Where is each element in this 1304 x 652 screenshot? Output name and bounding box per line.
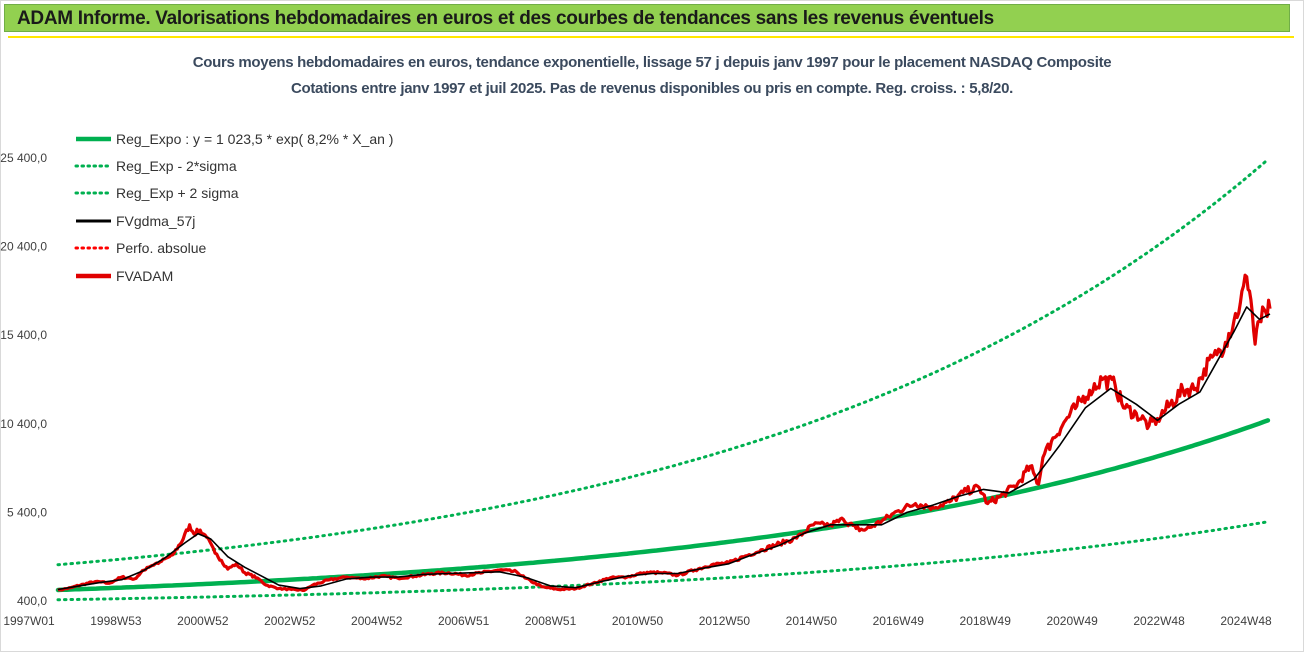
x-tick-label: 2018W49 bbox=[960, 614, 1012, 628]
legend-label: FVgdma_57j bbox=[116, 213, 195, 229]
y-tick-label: 20 400,0 bbox=[0, 240, 47, 254]
y-axis-ticks: 400,0 5 400,0 10 400,0 15 400,0 20 400,0 25 4… bbox=[0, 151, 47, 608]
y-tick-label: 15 400,0 bbox=[0, 328, 47, 342]
x-tick-label: 2016W49 bbox=[873, 614, 925, 628]
chart-subtitle: Cotations entre janv 1997 et juil 2025. … bbox=[290, 80, 1014, 97]
banner-accent-line bbox=[8, 36, 1294, 38]
legend-label: FVADAM bbox=[116, 268, 173, 284]
legend: Reg_Expo : y = 1 023,5 * exp( 8,2% * X_a… bbox=[74, 131, 393, 284]
x-axis-ticks: 1997W01 1998W53 2000W52 2002W52 2004W52 2006W… bbox=[3, 614, 1272, 628]
x-tick-label: 2012W50 bbox=[699, 614, 751, 628]
x-tick-label: 2004W52 bbox=[351, 614, 403, 628]
banner-title: ADAM Informe. Valorisations hebdomadaire… bbox=[4, 4, 1290, 32]
x-tick-label: 2022W48 bbox=[1133, 614, 1185, 628]
x-tick-label: 2006W51 bbox=[438, 614, 490, 628]
series-reg-exp-plus-2sigma bbox=[56, 158, 1270, 567]
x-tick-label: 2008W51 bbox=[525, 614, 577, 628]
series-reg-exp-minus-2sigma bbox=[56, 520, 1270, 602]
series-fvgdma-57j bbox=[57, 306, 1271, 591]
series-fvadam bbox=[57, 273, 1272, 592]
x-tick-label: 2002W52 bbox=[264, 614, 316, 628]
y-tick-label: 25 400,0 bbox=[0, 151, 47, 165]
legend-label: Reg_Exp - 2*sigma bbox=[116, 158, 237, 174]
x-tick-label: 1997W01 bbox=[3, 614, 55, 628]
x-tick-label: 1998W53 bbox=[90, 614, 142, 628]
legend-label: Reg_Expo : y = 1 023,5 * exp( 8,2% * X_a… bbox=[116, 131, 393, 147]
x-tick-label: 2020W49 bbox=[1046, 614, 1098, 628]
x-tick-label: 2024W48 bbox=[1220, 614, 1272, 628]
y-tick-label: 10 400,0 bbox=[0, 417, 47, 431]
y-tick-label: 400,0 bbox=[17, 594, 47, 608]
y-tick-label: 5 400,0 bbox=[7, 505, 47, 519]
x-tick-label: 2000W52 bbox=[177, 614, 229, 628]
legend-label: Perfo. absolue bbox=[116, 240, 206, 256]
x-tick-label: 2010W50 bbox=[612, 614, 664, 628]
x-tick-label: 2014W50 bbox=[786, 614, 838, 628]
plot-lines bbox=[55, 158, 1272, 602]
chart-title: Cours moyens hebdomadaires en euros, ten… bbox=[192, 54, 1112, 71]
legend-label: Reg_Exp + 2 sigma bbox=[116, 185, 239, 201]
